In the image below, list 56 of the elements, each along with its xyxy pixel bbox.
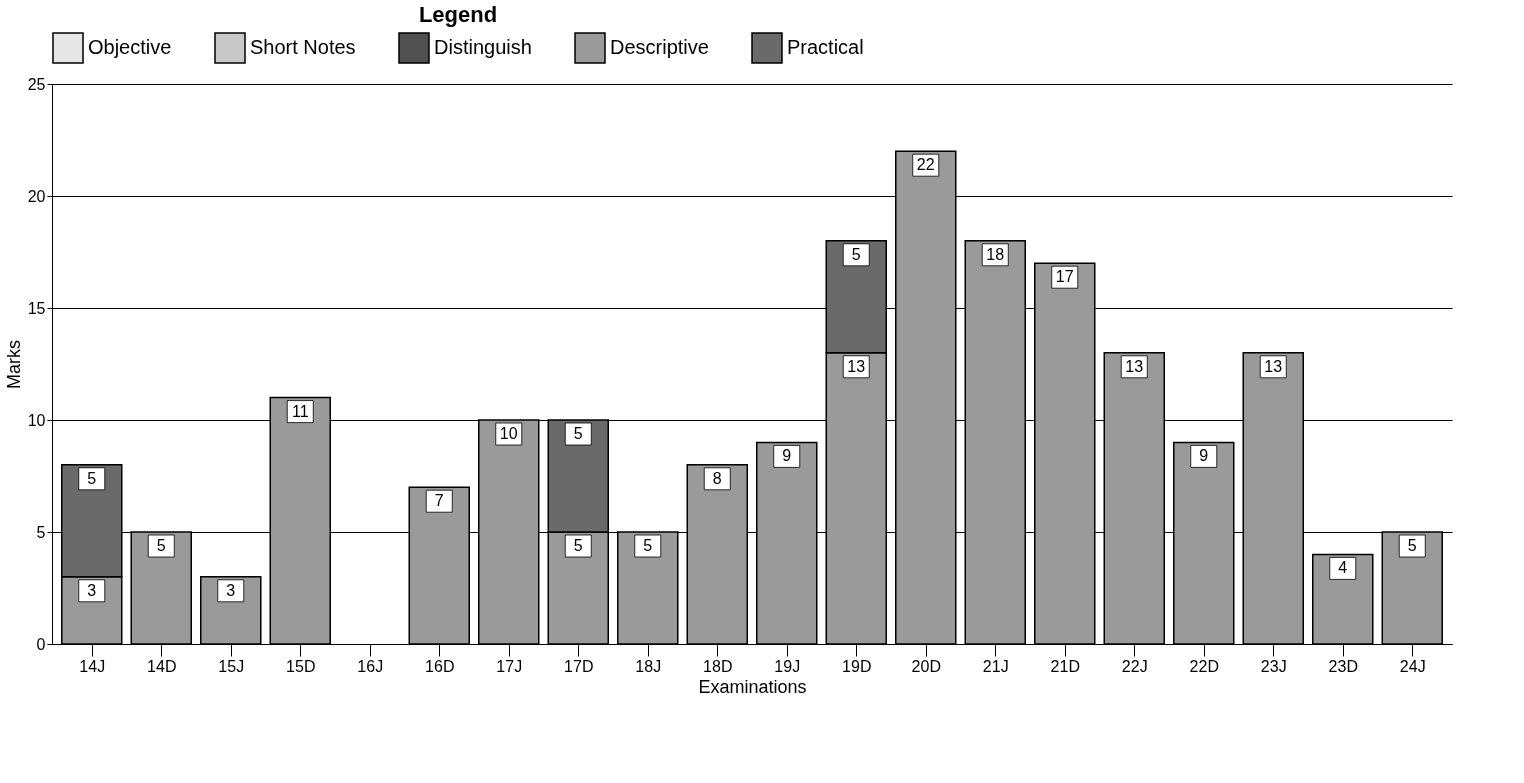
data-label: 9	[782, 447, 792, 465]
data-label: 9	[1199, 447, 1209, 465]
y-tick-label: 5	[36, 523, 46, 541]
data-label: 7	[434, 492, 444, 510]
data-label: 5	[1407, 537, 1417, 554]
legend-label: Practical	[787, 36, 864, 58]
data-label: 5	[643, 537, 653, 554]
x-tick-label: 23J	[1260, 657, 1287, 675]
x-tick-label: 17J	[496, 657, 523, 675]
x-tick-label: 22J	[1121, 657, 1148, 675]
data-label: 5	[156, 537, 166, 554]
data-label: 22	[916, 156, 935, 174]
x-tick-label: 18D	[703, 657, 733, 675]
data-label: 5	[573, 425, 583, 442]
x-tick-label: 16J	[357, 657, 384, 675]
x-tick-label: 24J	[1399, 657, 1426, 675]
x-tick-label: 14D	[147, 657, 177, 675]
x-tick-label: 15J	[218, 657, 245, 675]
data-label: 3	[87, 581, 97, 599]
x-tick-label: 14J	[79, 657, 106, 675]
y-tick-label: 15	[27, 299, 46, 317]
x-tick-label: 21J	[982, 657, 1009, 675]
x-tick-label: 16D	[425, 657, 455, 675]
legend-label: Short Notes	[250, 36, 356, 58]
data-label: 17	[1055, 268, 1074, 286]
legend-title: Legend	[418, 2, 498, 27]
x-tick-label: 20D	[911, 657, 941, 675]
data-label: 13	[847, 357, 866, 375]
data-label: 13	[1125, 357, 1144, 375]
x-tick-label: 19J	[774, 657, 801, 675]
y-tick-label: 0	[36, 635, 46, 653]
data-label: 3	[226, 581, 236, 599]
x-tick-label: 23D	[1328, 657, 1358, 675]
data-label: 10	[499, 425, 518, 442]
y-tick-label: 25	[27, 75, 46, 93]
data-label: 13	[1264, 357, 1283, 375]
x-tick-label: 15D	[286, 657, 316, 675]
data-label: 5	[851, 245, 861, 263]
x-tick-label: 18J	[635, 657, 662, 675]
y-tick-label: 10	[27, 411, 46, 429]
data-label: 4	[1338, 559, 1348, 577]
legend-label: Distinguish	[434, 36, 532, 58]
x-tick-label: 22D	[1189, 657, 1219, 675]
data-label: 5	[87, 469, 97, 487]
x-tick-label: 19D	[842, 657, 872, 675]
x-tick-label: 17D	[564, 657, 594, 675]
data-label: 8	[712, 469, 722, 487]
x-tick-label: 21D	[1050, 657, 1080, 675]
y-tick-label: 20	[27, 187, 46, 205]
x-axis-title: Examinations	[698, 676, 807, 697]
data-label: 18	[986, 245, 1005, 263]
y-axis-title: Marks	[3, 340, 24, 389]
legend-label: Objective	[88, 36, 172, 58]
data-label: 5	[573, 537, 583, 554]
legend-label: Descriptive	[610, 36, 709, 58]
data-label: 11	[291, 402, 309, 420]
